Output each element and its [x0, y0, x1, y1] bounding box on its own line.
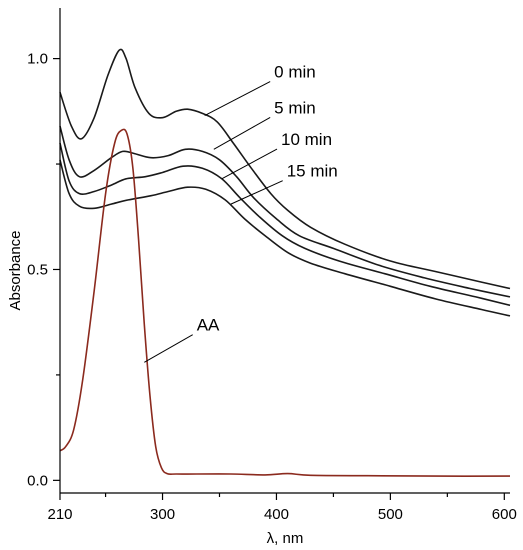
tick-layer: 210 300 400 500 600 0.0 0.5 1.0 [27, 51, 517, 523]
x-tick-label-400: 400 [264, 506, 289, 523]
series-layer [59, 48, 511, 477]
x-tick-label-210: 210 [47, 506, 72, 523]
y-tick-label-1-0: 1.0 [27, 51, 48, 68]
x-tick-label-300: 300 [150, 506, 175, 523]
series-label-0-min: 0 min [274, 63, 316, 82]
y-axis-title: Absorbance [7, 230, 24, 310]
leader-line-10-min [221, 148, 278, 180]
series-line-5-min [59, 125, 511, 298]
x-axis-title: λ, nm [267, 530, 304, 547]
series-line-0-min [59, 48, 511, 290]
plot-area: 0 min 5 min 10 min 15 min AA 210 300 400 500 600… [27, 8, 517, 523]
series-line-10-min [59, 142, 511, 307]
leader-line-5-min [213, 116, 271, 150]
y-tick-label-0-0: 0.0 [27, 472, 48, 489]
leader-line-15-min [230, 180, 283, 205]
series-label-15-min: 15 min [287, 162, 338, 181]
annotation-layer: 0 min 5 min 10 min 15 min AA [144, 63, 338, 363]
x-tick-label-500: 500 [378, 506, 403, 523]
series-label-aa: AA [197, 316, 220, 335]
series-label-5-min: 5 min [274, 98, 316, 117]
series-line-aa [59, 128, 511, 477]
series-label-10-min: 10 min [281, 130, 332, 149]
series-line-15-min [59, 159, 511, 317]
x-tick-label-600: 600 [492, 506, 517, 523]
leader-line-aa [144, 334, 193, 363]
leader-line-0-min [204, 81, 271, 116]
y-tick-label-0-5: 0.5 [27, 261, 48, 278]
